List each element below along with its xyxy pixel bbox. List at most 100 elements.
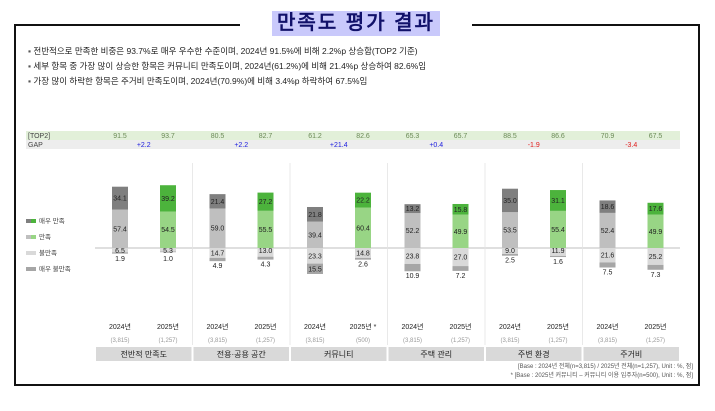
- bar-satisfied: [307, 221, 323, 248]
- bar-very-satisfied: [257, 192, 274, 211]
- gap-value: +21.4: [330, 142, 348, 149]
- value-satisfied: 57.4: [113, 226, 127, 233]
- bar-very-dissatisfied: [647, 264, 664, 270]
- value-very-dissatisfied: 1.9: [115, 256, 125, 263]
- value-very-dissatisfied: 7.2: [456, 273, 466, 280]
- bar-satisfied: [647, 214, 664, 248]
- value-satisfied: 39.4: [308, 232, 322, 239]
- bar-dissatisfied: [355, 248, 371, 258]
- legend-swatch: [31, 251, 36, 255]
- value-very-dissatisfied: 4.3: [261, 262, 271, 269]
- value-satisfied: 49.9: [649, 229, 663, 236]
- footnote-base: [Base : 2024년 전체(n=3,815) / 2025년 전체(n=1…: [517, 364, 693, 370]
- bar-satisfied: [550, 210, 566, 248]
- bar-very-satisfied: [307, 206, 323, 222]
- bullet-item: 전반적으로 만족한 비중은 93.7%로 매우 우수한 수준이며, 2024년 …: [28, 44, 426, 59]
- bar-very-satisfied: [502, 188, 518, 213]
- value-satisfied: 52.4: [601, 228, 615, 235]
- value-satisfied: 53.5: [503, 228, 517, 235]
- year-label: 2025년: [254, 322, 276, 331]
- bar-satisfied: [452, 214, 469, 248]
- value-very-dissatisfied: 15.5: [308, 266, 322, 273]
- bar-very-dissatisfied: [209, 257, 226, 262]
- top2-value: 67.5: [649, 133, 663, 140]
- bar-very-satisfied: [355, 192, 371, 208]
- top2-value: 65.3: [406, 133, 420, 140]
- value-very-satisfied: 34.1: [113, 196, 127, 203]
- sample-size: (3,815): [305, 338, 324, 344]
- bar-satisfied: [502, 212, 518, 248]
- bar-very-satisfied: [550, 190, 566, 211]
- value-very-dissatisfied: 7.3: [651, 272, 661, 279]
- bullet-item: 세부 항목 중 가장 많이 상승한 항목은 커뮤니티 만족도이며, 2024년(…: [28, 59, 426, 74]
- legend-swatch: [31, 219, 36, 223]
- sample-size: (1,257): [256, 338, 275, 344]
- legend-swatch: [26, 251, 31, 255]
- category-label: 커뮤니티: [324, 349, 353, 359]
- category-band: [291, 347, 387, 361]
- top2-value: 93.7: [161, 133, 175, 140]
- sample-size: (1,257): [451, 338, 470, 344]
- sample-size: (1,257): [548, 338, 567, 344]
- year-label: 2025년 *: [350, 322, 377, 331]
- value-very-satisfied: 31.1: [551, 198, 565, 205]
- category-band: [583, 347, 679, 361]
- value-very-dissatisfied: 4.9: [213, 263, 223, 270]
- category-label: 전용·공용 공간: [217, 349, 267, 359]
- bar-dissatisfied: [502, 248, 518, 255]
- bar-very-dissatisfied: [404, 263, 421, 272]
- value-very-satisfied: 22.2: [356, 198, 370, 205]
- gap-value: +2.2: [137, 142, 151, 149]
- bar-very-satisfied: [404, 204, 421, 214]
- bar-dissatisfied: [452, 248, 469, 267]
- sample-size: (3,815): [403, 338, 422, 344]
- value-dissatisfied: 27.0: [454, 255, 468, 262]
- bar-satisfied: [404, 213, 421, 248]
- legend-label-3: 매우 불만족: [39, 264, 71, 273]
- bar-very-satisfied: [209, 194, 226, 209]
- legend-label-0: 매우 만족: [39, 216, 65, 225]
- value-dissatisfied: 21.6: [601, 253, 615, 260]
- value-very-dissatisfied: 1.6: [553, 259, 563, 266]
- year-label: 2024년: [304, 322, 326, 331]
- value-dissatisfied: 23.3: [308, 253, 322, 260]
- year-label: 2025년: [449, 322, 471, 331]
- bar-very-dissatisfied: [599, 262, 616, 268]
- bar-satisfied: [599, 212, 616, 248]
- bar-satisfied: [257, 210, 274, 248]
- category-label: 전반적 만족도: [121, 349, 167, 359]
- slide-frame: [14, 24, 700, 386]
- value-satisfied: 49.9: [454, 229, 468, 236]
- top2-value: 80.5: [211, 133, 225, 140]
- category-band: [486, 347, 582, 361]
- year-label: 2024년: [401, 322, 423, 331]
- bar-very-dissatisfied: [112, 252, 128, 254]
- value-very-dissatisfied: 1.0: [163, 256, 173, 263]
- legend-swatch: [31, 267, 36, 271]
- sample-size: (3,815): [500, 338, 519, 344]
- value-very-dissatisfied: 2.5: [505, 258, 515, 265]
- value-very-satisfied: 27.2: [259, 199, 273, 206]
- bar-satisfied: [160, 211, 176, 248]
- year-label: 2025년: [547, 322, 569, 331]
- bar-dissatisfied: [647, 248, 664, 265]
- value-dissatisfied: 13.0: [259, 248, 273, 255]
- bar-very-dissatisfied: [550, 255, 566, 258]
- sample-size: (1,257): [158, 338, 177, 344]
- value-dissatisfied: 25.2: [649, 254, 663, 261]
- gap-value: +2.2: [234, 142, 248, 149]
- category-label: 주거비: [620, 350, 642, 359]
- value-dissatisfied: 11.9: [551, 248, 564, 255]
- value-satisfied: 55.4: [551, 227, 565, 234]
- legend-swatch: [31, 235, 36, 239]
- value-satisfied: 55.5: [259, 227, 273, 234]
- gap-label: GAP: [28, 142, 43, 149]
- top2-label: [TOP2]: [28, 133, 50, 140]
- bar-dissatisfied: [209, 248, 226, 258]
- top2-value: 70.9: [601, 133, 615, 140]
- gap-value: -1.9: [528, 142, 540, 149]
- sample-size: (3,815): [110, 338, 129, 344]
- value-satisfied: 60.4: [356, 225, 370, 232]
